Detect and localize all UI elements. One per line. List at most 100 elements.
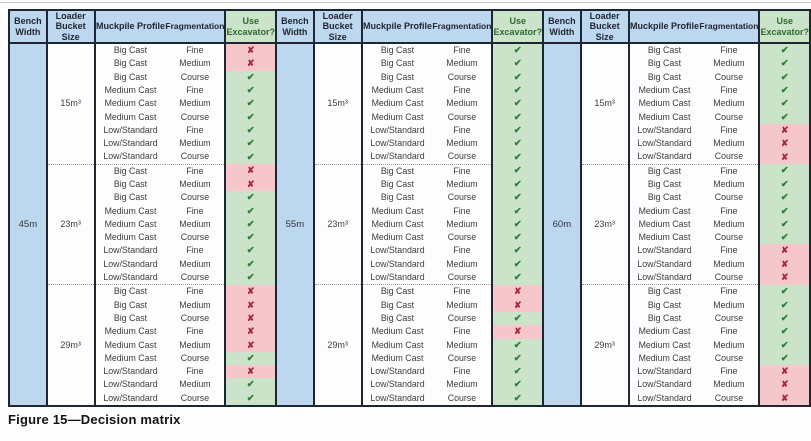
muckpile-profile-cell: Medium Cast (638, 339, 691, 350)
muckpile-profile-cell: Big Cast (380, 299, 415, 310)
panel-55m: Bench Width Loader Bucket Size Muckpile Pr… (275, 9, 544, 408)
matrix-row: Big Cast Medium ✔ (276, 57, 543, 71)
fragmentation-cell: Course (432, 391, 494, 407)
muckpile-profile-cell: Low/Standard (103, 392, 158, 403)
muckpile-profile-cell: Big Cast (647, 299, 682, 310)
use-excavator-cell: ✘ (225, 325, 276, 339)
cross-icon: ✘ (780, 124, 789, 135)
use-excavator-cell: ✔ (759, 110, 810, 124)
matrix-row: Medium Cast Course ✔ (276, 351, 543, 366)
matrix-row: 29m³ Big Cast Fine ✘ (9, 284, 276, 407)
fragmentation-cell: Fine (432, 204, 494, 218)
use-excavator-cell: ✔ (225, 83, 276, 98)
matrix-row: 60m 15m³ Big Cast Fine ✔ (543, 43, 810, 407)
bucket-size-cell: 15m³ (313, 43, 363, 165)
header-muckpile-profile: Muckpile Profile (361, 10, 433, 45)
check-icon: ✔ (246, 205, 255, 217)
use-excavator-cell: ✔ (759, 164, 810, 178)
matrix-row: Low/Standard Fine ✔ (276, 244, 543, 258)
muckpile-profile-cell: Low/Standard (103, 138, 158, 149)
check-icon: ✔ (780, 192, 789, 204)
muckpile-profile-cell: Big Cast (113, 58, 148, 69)
fragmentation-cell: Course (699, 311, 761, 326)
use-excavator-cell: ✔ (492, 378, 543, 392)
check-icon: ✔ (513, 339, 522, 351)
header-loader-bucket-size: Loader Bucket Size (46, 10, 96, 45)
cross-icon: ✘ (780, 272, 789, 283)
muckpile-profile-cell: Big Cast (113, 312, 148, 323)
muckpile-profile-cell: Low/Standard (637, 124, 692, 135)
use-excavator-cell: ✔ (759, 311, 810, 326)
cross-icon: ✘ (513, 286, 522, 297)
use-excavator-cell: ✔ (225, 217, 276, 232)
use-excavator-cell: ✔ (759, 325, 810, 339)
muckpile-profile-cell: Big Cast (380, 45, 415, 56)
use-excavator-cell: ✔ (759, 83, 810, 98)
use-excavator-cell: ✘ (759, 123, 810, 138)
panel-60m: Bench Width Loader Bucket Size Muckpile Pr… (542, 9, 811, 408)
check-icon: ✔ (513, 352, 522, 364)
matrix-row: Medium Cast Fine ✔ (543, 83, 810, 98)
check-icon: ✔ (780, 339, 789, 351)
fragmentation-cell: Course (432, 311, 494, 326)
use-excavator-cell: ✔ (492, 70, 543, 84)
fragmentation-cell: Course (699, 70, 761, 84)
muckpile-profile-cell: Big Cast (647, 58, 682, 69)
muckpile-profile-cell: Big Cast (380, 179, 415, 189)
check-icon: ✔ (780, 326, 789, 338)
matrix-row: Medium Cast Course ✔ (543, 231, 810, 245)
matrix-row: Low/Standard Fine ✔ (9, 244, 276, 258)
fragmentation-cell: Fine (432, 83, 494, 98)
matrix-row: Medium Cast Fine ✘ (276, 325, 543, 339)
fragmentation-cell: Course (432, 150, 494, 165)
muckpile-profile-cell: Big Cast (380, 312, 415, 323)
check-icon: ✔ (513, 379, 522, 391)
muckpile-profile-cell: Medium Cast (371, 339, 424, 350)
fragmentation-cell: Medium (699, 378, 761, 392)
use-excavator-cell: ✔ (492, 97, 543, 111)
muckpile-profile-cell: Low/Standard (370, 138, 425, 149)
matrix-row: Low/Standard Medium ✔ (9, 257, 276, 272)
muckpile-profile-cell: Low/Standard (637, 379, 692, 390)
fragmentation-cell: Course (699, 231, 761, 245)
fragmentation-cell: Course (165, 70, 227, 84)
muckpile-profile-cell: Low/Standard (103, 379, 158, 390)
muckpile-profile-cell: Low/Standard (370, 366, 425, 377)
fragmentation-cell: Medium (699, 338, 761, 352)
matrix-row: Low/Standard Course ✔ (9, 150, 276, 165)
matrix-row: Medium Cast Fine ✘ (9, 325, 276, 339)
use-excavator-cell: ✘ (759, 391, 810, 407)
fragmentation-cell: Fine (699, 325, 761, 339)
fragmentation-cell: Medium (432, 378, 494, 392)
matrix-row: Medium Cast Course ✔ (276, 231, 543, 245)
muckpile-profile-cell: Medium Cast (638, 98, 691, 109)
bench-width-cell: 60m (543, 43, 582, 407)
use-excavator-cell: ✔ (492, 257, 543, 272)
muckpile-profile-cell: Big Cast (380, 192, 415, 203)
fragmentation-cell: Course (432, 191, 494, 205)
use-excavator-cell: ✘ (759, 244, 810, 258)
muckpile-profile-cell: Medium Cast (371, 84, 424, 95)
fragmentation-cell: Fine (699, 123, 761, 138)
use-excavator-cell: ✔ (759, 284, 810, 299)
use-excavator-cell: ✔ (225, 244, 276, 258)
header-muckpile-profile: Muckpile Profile (94, 10, 166, 45)
muckpile-profile-cell: Medium Cast (104, 218, 157, 229)
header-bench-width: Bench Width (543, 10, 582, 45)
fragmentation-cell: Course (699, 351, 761, 366)
fragmentation-cell: Fine (165, 43, 227, 58)
muckpile-profile-cell: Big Cast (380, 58, 415, 69)
check-icon: ✔ (246, 84, 255, 96)
matrix-row: Medium Cast Fine ✔ (543, 325, 810, 339)
panel-45m: Bench Width Loader Bucket Size Muckpile Pr… (8, 9, 277, 408)
use-excavator-cell: ✘ (225, 284, 276, 299)
muckpile-profile-cell: Low/Standard (370, 258, 425, 269)
matrix-row: Big Cast Course ✔ (543, 191, 810, 205)
check-icon: ✔ (246, 392, 255, 404)
matrix-row: Low/Standard Fine ✔ (276, 123, 543, 138)
cross-icon: ✘ (246, 366, 255, 377)
use-excavator-cell: ✘ (759, 137, 810, 151)
fragmentation-cell: Course (699, 150, 761, 165)
use-excavator-cell: ✔ (759, 231, 810, 245)
